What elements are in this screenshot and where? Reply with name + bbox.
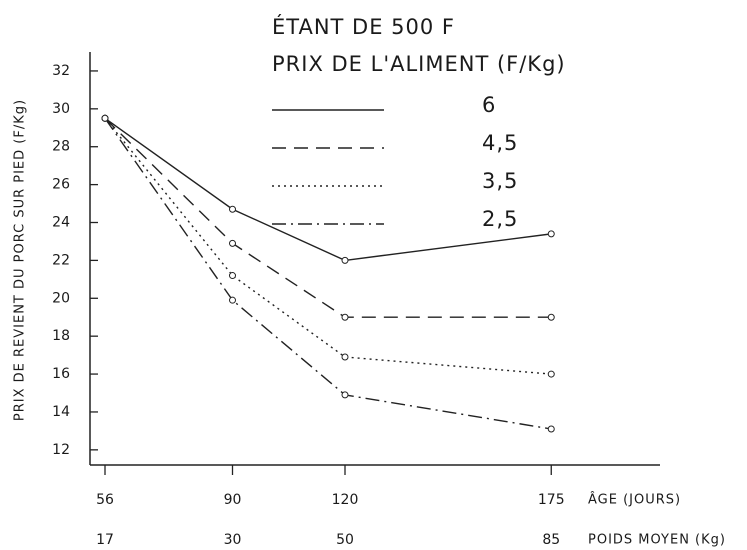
y-tick-label: 28	[52, 139, 70, 155]
y-axis-label: PRIX DE REVIENT DU PORC SUR PIED (F/Kg)	[13, 99, 28, 421]
x2-tick-label: 30	[224, 532, 242, 548]
series-line	[104, 117, 552, 318]
point	[229, 205, 236, 213]
y-tick-label: 22	[52, 252, 70, 268]
x-tick-label: 175	[538, 492, 565, 508]
series-line	[104, 117, 552, 375]
legend-title: ÉTANT DE 500 F	[272, 14, 455, 39]
series-line	[104, 117, 552, 262]
x-tick-label: 56	[96, 492, 114, 508]
point	[341, 256, 349, 264]
point	[547, 425, 555, 433]
y-tick-label: 14	[52, 404, 70, 420]
x2-tick-label: 85	[542, 532, 560, 548]
point	[229, 239, 236, 247]
y-tick-label: 20	[52, 290, 70, 306]
point	[341, 313, 349, 321]
y-tick-label: 24	[52, 215, 70, 231]
legend-label: 3,5	[482, 169, 518, 193]
point	[547, 230, 555, 238]
point	[229, 296, 236, 304]
y-tick-label: 18	[52, 328, 70, 344]
legend-title: PRIX DE L'ALIMENT (F/Kg)	[272, 52, 566, 76]
legend-label: 6	[482, 93, 496, 117]
legend-label: 2,5	[482, 207, 518, 231]
x2-tick-label: 50	[336, 532, 354, 548]
y-tick-label: 16	[52, 366, 70, 382]
point	[547, 313, 555, 321]
point	[547, 370, 555, 378]
legend-label: 4,5	[482, 131, 518, 155]
x-tick-label: 120	[332, 492, 359, 508]
x-axis-label: ÂGE (JOURS)	[588, 492, 681, 508]
x2-axis-label: POIDS MOYEN (Kg)	[588, 533, 726, 548]
series-line	[104, 117, 552, 430]
x2-tick-label: 17	[96, 532, 114, 548]
y-tick-label: 30	[52, 101, 70, 117]
y-tick-label: 26	[52, 177, 70, 193]
point	[101, 114, 109, 122]
y-tick-label: 12	[52, 442, 70, 458]
point	[341, 391, 349, 399]
x-tick-label: 90	[224, 492, 242, 508]
y-tick-label: 32	[52, 63, 70, 79]
point	[341, 353, 349, 361]
point	[229, 272, 236, 280]
